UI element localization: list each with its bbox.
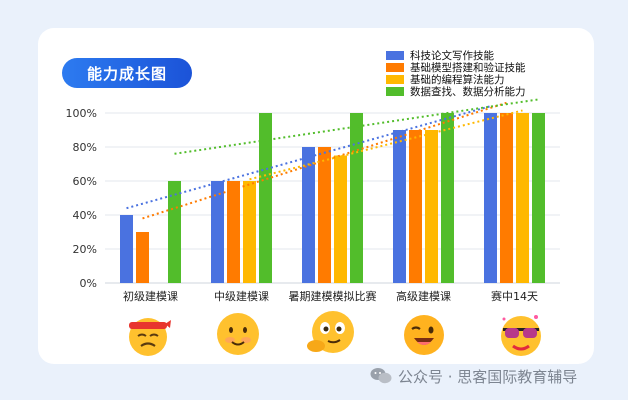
bar [532,113,545,283]
y-tick-label: 0% [80,277,97,290]
bar [516,113,529,283]
bar [136,232,149,283]
bar [484,113,497,283]
x-tick-label: 暑期建模模拟比赛 [289,289,377,303]
watermark: 公众号 · 思客国际教育辅导 [370,364,577,388]
trendline [249,109,523,181]
bar [211,181,224,283]
bar [334,155,347,283]
wechat-icon [370,368,392,384]
legend-label: 科技论文写作技能 [410,49,494,62]
trendline [174,98,539,155]
x-tick-label: 赛中14天 [491,289,538,303]
legend-swatch [386,87,404,96]
bar [302,147,315,283]
headband-face-icon [129,318,171,356]
bar [318,147,331,283]
bar [441,113,454,283]
legend-label: 基础模型搭建和验证技能 [410,61,526,74]
x-tick-label: 初级建模课 [123,289,178,303]
x-tick-label: 高级建模课 [396,289,451,303]
legend-swatch [386,75,404,84]
legend-swatch [386,63,404,72]
y-tick-label: 20% [73,243,97,256]
trendline [126,105,491,210]
bar [350,113,363,283]
y-tick-label: 80% [73,141,97,154]
legend-label: 基础的编程算法能力 [410,73,505,86]
bar [243,181,256,283]
bar [393,130,406,283]
thinking-face-icon [307,311,354,353]
y-tick-label: 60% [73,175,97,188]
x-tick-label: 中级建模课 [214,289,269,303]
bar [120,215,133,283]
bar [168,181,181,283]
bar [227,181,240,283]
bar [409,130,422,283]
winking-face-icon [404,315,444,355]
trendline [142,101,507,220]
watermark-text: 公众号 · 思客国际教育辅导 [398,367,578,386]
bar [259,113,272,283]
chart-title: 能力成长图 [62,58,192,88]
sunglasses-face-icon [501,315,541,356]
smiling-face-icon [217,313,259,355]
bar [425,130,438,283]
legend-label: 数据查找、数据分析能力 [410,85,526,98]
bar [500,113,513,283]
legend-swatch [386,51,404,60]
y-tick-label: 100% [66,107,97,120]
y-tick-label: 40% [73,209,97,222]
